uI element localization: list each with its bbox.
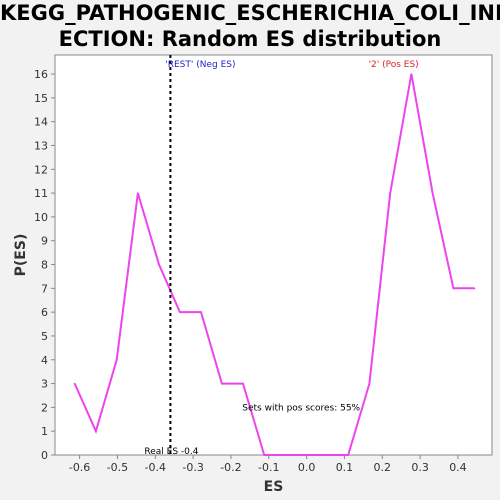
y-tick-label: 8 [41,259,48,272]
y-tick-label: 9 [41,235,48,248]
real-es-label: Real ES -0.4 [144,447,198,457]
pos-scores-annotation: Sets with pos scores: 55% [242,403,360,413]
y-tick-label: 12 [34,163,48,176]
data-point [389,192,392,194]
y-tick-label: 16 [34,68,48,81]
data-point [137,192,139,194]
series-line [73,73,475,456]
pos-es-label: '2' (Pos ES) [369,60,419,70]
data-point [242,382,244,385]
x-tick-label: 0.3 [411,461,429,474]
x-tick-label: -0.5 [107,461,128,474]
chart-title-line-2: ECTION: Random ES distribution [58,27,442,51]
y-tick-label: 10 [34,211,48,224]
chart-title-line-1: KEGG_PATHOGENIC_ESCHERICHIA_COLI_INF [0,1,500,25]
y-tick-label: 2 [41,401,48,414]
data-point [284,454,286,456]
x-axis: -0.6 -0.5 -0.4 -0.3 -0.2 -0.1 0.0 0.1 0.2 0.3 0.4 [69,455,467,474]
y-tick-label: 15 [34,92,48,105]
data-point [368,382,371,385]
data-point [95,430,97,432]
plot-area [54,54,493,456]
x-tick-label: -0.6 [69,461,90,474]
data-point [73,382,76,385]
x-tick-label: -0.3 [182,461,203,474]
data-point [115,358,118,361]
x-tick-label: 0.0 [298,461,316,474]
y-tick-label: 11 [34,187,48,200]
data-point [305,454,308,456]
x-tick-label: 0.1 [336,461,354,474]
chart-title: KEGG_PATHOGENIC_ESCHERICHIA_COLI_INF ECT… [0,0,500,52]
data-point [179,311,181,313]
data-point [452,287,455,290]
x-tick-label: -0.2 [220,461,241,474]
data-point [263,454,266,456]
data-point [473,287,476,290]
y-tick-label: 7 [41,282,48,295]
x-axis-label: ES [264,479,284,495]
y-tick-label: 0 [41,449,48,462]
y-tick-label: 4 [41,354,48,367]
x-tick-label: 0.4 [449,461,467,474]
y-tick-label: 5 [41,330,48,343]
y-axis-label: P(ES) [13,234,29,277]
x-tick-label: -0.1 [258,461,279,474]
data-point [431,192,434,194]
neg-es-label: 'REST' (Neg ES) [165,60,235,70]
data-point [326,454,328,456]
y-tick-label: 13 [34,139,48,152]
y-tick-label: 14 [34,116,48,129]
y-tick-label: 1 [41,425,48,438]
data-point [158,263,160,266]
x-tick-label: -0.4 [145,461,166,474]
series-layer [73,73,476,456]
y-tick-label: 3 [41,378,48,391]
data-point [200,311,202,313]
y-tick-label: 6 [41,306,48,319]
data-point [347,454,350,456]
data-point [221,382,223,385]
x-tick-label: 0.2 [374,461,392,474]
data-point [410,73,413,75]
